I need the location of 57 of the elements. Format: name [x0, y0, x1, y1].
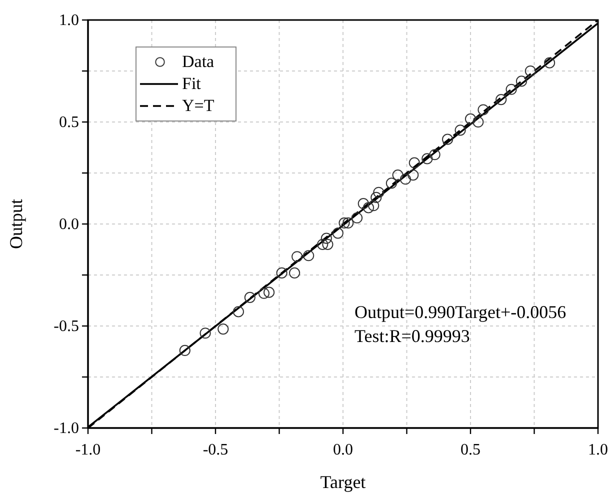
- point: [264, 286, 275, 298]
- y-tick-label: 1.0: [59, 12, 79, 30]
- point: [454, 124, 466, 136]
- point: [373, 186, 384, 198]
- point: [320, 232, 332, 244]
- point: [496, 94, 507, 106]
- y-tick-label: -1.0: [54, 420, 79, 438]
- point: [342, 217, 354, 229]
- point: [544, 57, 556, 68]
- x-tick-label: -0.5: [202, 442, 228, 459]
- point: [516, 76, 528, 87]
- annotation: Output=0.990Target+-0.0056: [354, 302, 566, 322]
- point: [386, 178, 397, 189]
- point: [368, 200, 380, 212]
- point: [338, 217, 350, 229]
- point: [506, 84, 517, 95]
- point: [351, 212, 363, 224]
- x-tick-label: -1.0: [75, 442, 101, 459]
- point: [422, 153, 433, 164]
- point: [524, 65, 536, 77]
- point: [429, 149, 440, 160]
- point: [322, 238, 334, 250]
- x-axis-title: Target: [320, 472, 366, 492]
- point: [464, 113, 476, 124]
- point: [232, 306, 244, 318]
- point: [478, 104, 489, 116]
- legend-label: Data: [182, 52, 215, 71]
- legend-label: Y=T: [182, 96, 215, 115]
- point: [472, 116, 484, 128]
- point: [408, 170, 419, 181]
- point: [292, 251, 303, 262]
- y-tick-label: -0.5: [54, 318, 79, 336]
- point: [332, 228, 344, 239]
- point: [179, 344, 190, 356]
- x-tick-label: 1.0: [588, 442, 608, 459]
- point: [408, 157, 420, 168]
- point: [400, 174, 412, 185]
- point: [370, 192, 382, 204]
- point: [218, 324, 229, 335]
- point: [317, 238, 328, 250]
- y-tick-label: 0.0: [59, 216, 79, 234]
- point: [289, 267, 300, 278]
- x-tick-label: 0.5: [460, 442, 480, 459]
- point: [276, 267, 288, 278]
- y-axis-title: Output: [6, 198, 26, 250]
- y-tick-label: 0.5: [59, 114, 79, 132]
- point: [358, 198, 369, 210]
- point: [200, 328, 211, 339]
- point: [258, 288, 270, 299]
- x-tick-label: 0.0: [333, 442, 353, 459]
- point: [303, 250, 314, 262]
- point: [362, 202, 374, 214]
- legend-label: Fit: [182, 74, 202, 93]
- point: [442, 134, 454, 145]
- annotation: Test:R=0.99993: [354, 326, 470, 346]
- point: [244, 292, 256, 303]
- point: [392, 170, 404, 181]
